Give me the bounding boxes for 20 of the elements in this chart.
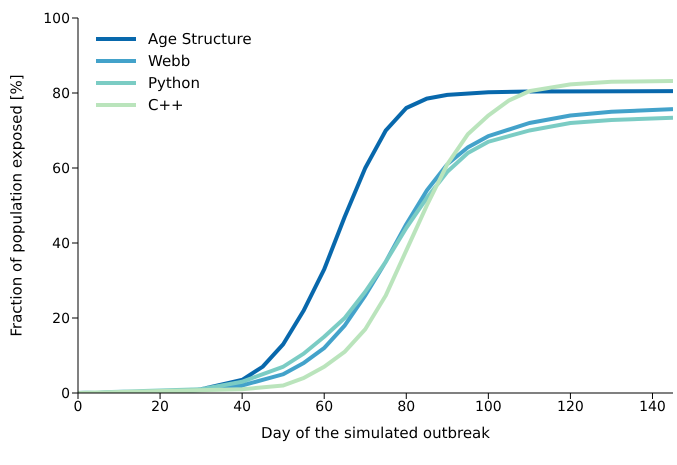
y-tick-label: 20 — [52, 310, 70, 327]
y-tick-label: 80 — [52, 86, 70, 102]
legend-label: Webb — [148, 52, 190, 70]
x-tick-label: 120 — [557, 398, 584, 415]
x-tick-label: 40 — [233, 398, 252, 415]
x-axis-title: Day of the simulated outbreak — [261, 424, 490, 442]
legend-label: Age Structure — [148, 30, 252, 48]
y-tick-label: 100 — [43, 10, 70, 27]
y-tick-label: 40 — [52, 236, 70, 252]
y-tick-label: 60 — [52, 160, 70, 177]
x-tick-label: 60 — [315, 398, 334, 415]
x-tick-label: 140 — [639, 398, 666, 415]
x-tick-label: 100 — [474, 398, 502, 415]
x-tick-label: 80 — [397, 398, 416, 415]
legend-label: C++ — [148, 96, 184, 114]
legend-label: Python — [148, 74, 200, 92]
y-tick-label: 0 — [61, 386, 70, 402]
y-axis-title: Fraction of population exposed [%] — [7, 74, 26, 337]
x-tick-label: 0 — [74, 398, 82, 415]
x-tick-label: 20 — [151, 398, 169, 415]
